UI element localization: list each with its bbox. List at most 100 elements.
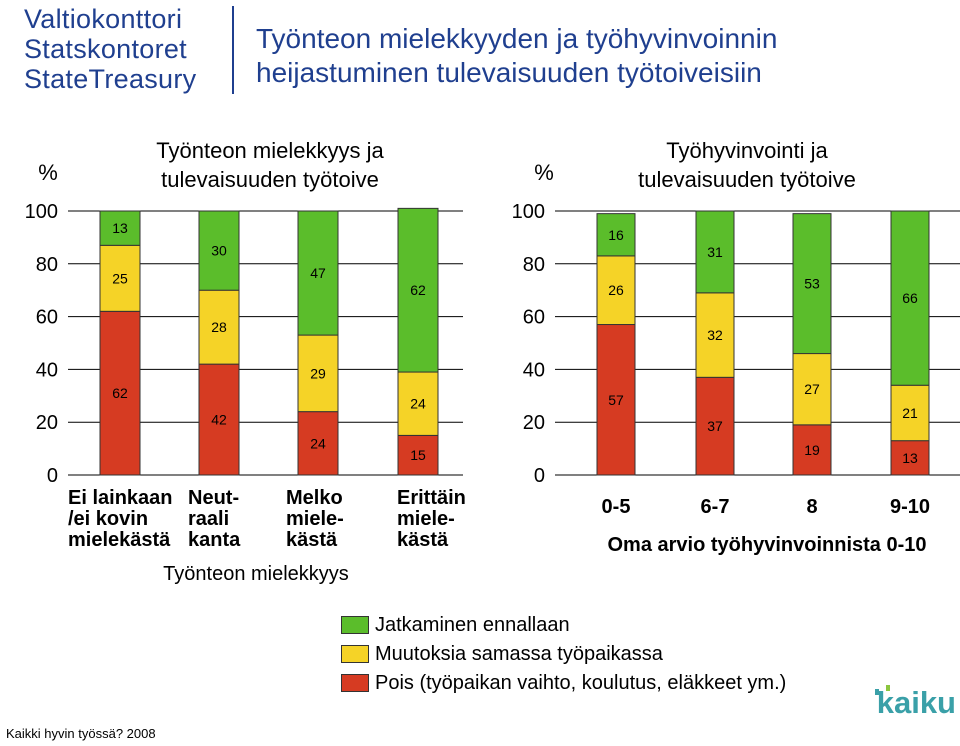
c2-data-label-3-2: 27 <box>804 381 820 397</box>
c1-data-label-4-3: 62 <box>410 282 426 298</box>
kaiku-logo-text: kaiku <box>877 685 956 720</box>
c1-bar-3-red <box>297 411 339 476</box>
legend-label-pois: Pois (työpaikan vaihto, koulutus, eläkke… <box>375 672 787 694</box>
c2-y-tick-80: 80 <box>523 254 545 276</box>
c1-data-label-2-3: 30 <box>211 243 227 259</box>
c2-y-tick-0: 0 <box>534 465 545 487</box>
c2-category-label-4-1: 9-10 <box>890 496 930 518</box>
c1-category-label-3-2: miele- <box>286 508 344 530</box>
c2-y-axis-label: % <box>534 160 554 185</box>
logo-line-1: Valtiokonttori <box>24 4 183 34</box>
c1-category-label-2-3: kanta <box>188 529 241 551</box>
c2-bar-4-yellow <box>890 384 930 442</box>
c1-bar-2-green <box>198 210 240 291</box>
c2-y-tick-60: 60 <box>523 307 545 329</box>
kaiku-accent-2 <box>886 685 890 691</box>
c1-category-label-1-2: /ei kovin <box>68 508 148 530</box>
c1-x-axis-title: Työnteon mielekkyys <box>163 563 349 585</box>
c2-data-label-4-2: 21 <box>902 405 918 421</box>
c1-data-label-4-2: 24 <box>410 396 426 412</box>
c2-y-tick-100: 100 <box>512 201 545 223</box>
c2-title-line-1: Työhyvinvointi ja <box>666 138 828 163</box>
c2-bar-1-green <box>596 213 636 257</box>
c2-data-label-2-3: 31 <box>707 244 723 260</box>
c1-bar-1-red <box>99 310 141 476</box>
c2-data-label-2-2: 32 <box>707 327 723 343</box>
c2-category-label-2-1: 6-7 <box>701 496 730 518</box>
c1-data-label-1-3: 13 <box>112 220 128 236</box>
c1-category-label-4-2: miele- <box>397 508 455 530</box>
legend-swatch-green <box>341 616 369 634</box>
c1-category-label-1-1: Ei lainkaan <box>68 487 173 509</box>
c1-bar-2-red <box>198 363 240 476</box>
c2-data-label-1-3: 16 <box>608 227 624 243</box>
legend-label-muutoksia: Muutoksia samassa työpaikassa <box>375 643 663 665</box>
kaiku-accent-1 <box>875 689 879 695</box>
c1-bar-4-green <box>397 207 439 373</box>
c1-category-label-2-2: raali <box>188 508 229 530</box>
c2-title-line-2: tulevaisuuden työtoive <box>638 167 856 192</box>
c1-data-label-2-1: 42 <box>211 412 227 428</box>
c1-data-label-1-2: 25 <box>112 270 128 286</box>
c1-y-tick-80: 80 <box>36 254 58 276</box>
c1-bar-3-green <box>297 210 339 336</box>
c2-category-label-3-1: 8 <box>806 496 817 518</box>
legend-label-jatkaminen: Jatkaminen ennallaan <box>375 614 570 636</box>
treasury-logo: Valtiokonttori Statskontoret StateTreasu… <box>24 4 234 94</box>
c2-y-tick-40: 40 <box>523 359 545 381</box>
c2-data-label-4-1: 13 <box>902 450 918 466</box>
c2-data-label-1-2: 26 <box>608 282 624 298</box>
c2-data-label-4-3: 66 <box>902 290 918 306</box>
c1-y-tick-100: 100 <box>25 201 58 223</box>
c1-category-label-2-1: Neut- <box>188 487 239 509</box>
c2-category-label-1-1: 0-5 <box>602 496 631 518</box>
c2-x-axis-title: Oma arvio työhyvinvoinnista 0-10 <box>608 534 927 556</box>
logo-line-3: StateTreasury <box>24 64 197 94</box>
c1-y-tick-20: 20 <box>36 412 58 434</box>
c2-bar-1-red <box>596 324 636 476</box>
c1-data-label-3-2: 29 <box>310 365 326 381</box>
kaiku-wave-icon <box>875 685 890 695</box>
legend-swatch-red <box>341 674 369 692</box>
c1-bar-1-green <box>99 210 141 246</box>
c1-bar-3-yellow <box>297 334 339 413</box>
c2-bar-2-red <box>695 376 735 476</box>
page-title-line-1: Työnteon mielekkyyden ja työhyvinvoinnin <box>256 23 778 54</box>
c2-bar-4-green <box>890 210 930 386</box>
c1-title-line-1: Työnteon mielekkyys ja <box>156 138 384 163</box>
c2-data-label-1-1: 57 <box>608 392 624 408</box>
c1-y-tick-60: 60 <box>36 307 58 329</box>
c1-data-label-4-1: 15 <box>410 447 426 463</box>
header-divider <box>232 6 234 94</box>
c1-category-label-1-3: mielekästä <box>68 529 171 551</box>
c1-category-label-4-1: Erittäin <box>397 487 466 509</box>
c2-bar-3-red <box>792 424 832 476</box>
c1-data-label-1-1: 62 <box>112 385 128 401</box>
c1-y-tick-40: 40 <box>36 359 58 381</box>
c2-bar-3-green <box>792 213 832 355</box>
charts-area: Työnteon mielekkyys ja tulevaisuuden työt… <box>25 138 960 585</box>
c2-data-label-3-1: 19 <box>804 442 820 458</box>
c1-data-label-2-2: 28 <box>211 319 227 335</box>
c1-category-label-3-3: kästä <box>286 529 338 551</box>
c2-data-label-2-1: 37 <box>707 418 723 434</box>
c1-y-tick-0: 0 <box>47 465 58 487</box>
c2-y-tick-20: 20 <box>523 412 545 434</box>
c1-bar-1-yellow <box>99 244 141 312</box>
c1-data-label-3-1: 24 <box>310 435 326 451</box>
c1-category-label-4-3: kästä <box>397 529 449 551</box>
c1-y-axis-label: % <box>38 160 58 185</box>
logo-line-2: Statskontoret <box>24 34 187 64</box>
c1-data-label-3-3: 47 <box>310 265 326 281</box>
c1-title-line-2: tulevaisuuden työtoive <box>161 167 379 192</box>
kaiku-logo: kaiku <box>875 685 956 720</box>
legend-swatch-yellow <box>341 645 369 663</box>
c2-bar-2-green <box>695 210 735 294</box>
footnote: Kaikki hyvin työssä? 2008 <box>6 726 156 741</box>
c1-bar-4-yellow <box>397 371 439 436</box>
page-title-line-2: heijastuminen tulevaisuuden työtoiveisii… <box>256 57 762 88</box>
page-title: Työnteon mielekkyyden ja työhyvinvoinnin… <box>256 22 946 90</box>
c1-category-label-3-1: Melko <box>286 487 343 509</box>
c2-data-label-3-3: 53 <box>804 276 820 292</box>
c1-bar-2-yellow <box>198 289 240 365</box>
